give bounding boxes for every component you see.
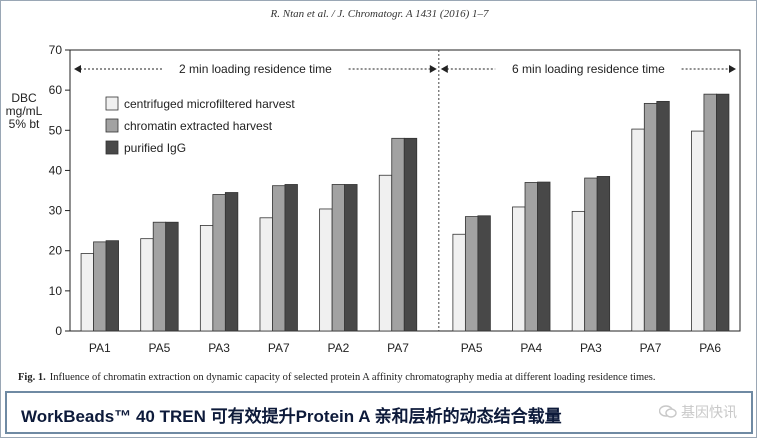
bar [259, 217, 273, 332]
x-tick-label: PA7 [640, 341, 662, 355]
legend-label: centrifuged microfiltered harvest [124, 97, 295, 111]
y-axis-label-line: 5% bt [8, 117, 40, 131]
bar [93, 241, 107, 332]
section-annotations: 2 min loading residence time 6 min loadin… [74, 50, 736, 331]
chat-bubble-icon [659, 405, 677, 418]
category-labels: PA1 PA5 PA3 PA7 PA2 PA7 PA5 PA4 PA3 PA7 PA6 [89, 341, 721, 355]
bar [584, 177, 598, 332]
bar [344, 184, 358, 332]
x-tick-label: PA6 [699, 341, 721, 355]
y-tick-label: 30 [49, 204, 63, 218]
legend-swatch [105, 140, 119, 155]
watermark-text: 基因快讯 [681, 404, 737, 420]
legend-label: chromatin extracted harvest [124, 119, 273, 133]
x-tick-label: PA1 [89, 341, 111, 355]
bar [212, 194, 226, 332]
bar [537, 181, 551, 332]
title-banner: WorkBeads™ 40 TREN 可有效提升Protein A 亲和层析的动… [5, 391, 753, 434]
bar [224, 192, 239, 332]
section-annotation: 2 min loading residence time [74, 62, 437, 76]
x-tick-label: PA3 [580, 341, 602, 355]
bar [512, 206, 526, 332]
arrow-head-right-icon [729, 65, 736, 73]
section-label: 6 min loading residence time [512, 62, 665, 76]
y-tick-label: 50 [49, 123, 63, 137]
arrow-head-left-icon [74, 65, 81, 73]
bar [165, 221, 179, 332]
bar [656, 100, 670, 332]
x-tick-label: PA7 [268, 341, 290, 355]
section-label: 2 min loading residence time [179, 62, 332, 76]
bar [284, 184, 298, 332]
figure-caption: Fig. 1. Influence of chromatin extraction… [18, 372, 655, 383]
arrow-head-right-icon [429, 65, 437, 73]
bar-chart: 0 10 20 30 40 50 60 70 PA1 PA5 PA3 PA7 PA2 PA7 PA5 PA4… [49, 43, 741, 355]
y-axis-label-line: mg/mL [5, 104, 43, 118]
bar [631, 128, 645, 332]
bar [331, 184, 346, 332]
bar [105, 240, 119, 332]
bar [524, 182, 538, 332]
x-tick-label: PA4 [520, 341, 542, 355]
bar [199, 225, 214, 332]
journal-citation: R. Ntan et al. / J. Chromatogr. A 1431 (… [270, 8, 489, 20]
bar [716, 93, 730, 332]
bar [272, 185, 286, 332]
bar [571, 210, 586, 332]
legend-swatch [105, 118, 119, 133]
caption-label: Fig. 1. [18, 372, 46, 383]
x-tick-label: PA3 [208, 341, 230, 355]
y-tick-label: 60 [49, 83, 63, 97]
bar [452, 233, 466, 332]
x-tick-label: PA7 [387, 341, 409, 355]
legend-label: purified IgG [124, 141, 186, 155]
caption-text: Influence of chromatin extraction on dyn… [49, 372, 656, 383]
y-tick-label: 0 [55, 324, 62, 338]
arrow-head-left-icon [440, 65, 448, 73]
bar [691, 130, 705, 332]
banner-title: WorkBeads™ 40 TREN 可有效提升Protein A 亲和层析的动… [21, 407, 562, 426]
bar [403, 137, 418, 332]
bar [596, 176, 611, 332]
y-tick-label: 70 [49, 43, 63, 57]
bar [477, 215, 491, 332]
y-tick-label: 20 [49, 244, 63, 258]
bar [703, 93, 717, 332]
bar [152, 221, 167, 332]
x-tick-label: PA5 [149, 341, 171, 355]
legend-item: centrifuged microfiltered harvest [105, 96, 295, 111]
bar [378, 174, 393, 332]
bar [319, 208, 333, 332]
section-annotation: 6 min loading residence time [440, 62, 736, 76]
legend-swatch [105, 96, 119, 111]
x-tick-label: PA2 [327, 341, 349, 355]
x-tick-label: PA5 [461, 341, 483, 355]
bar [464, 216, 479, 332]
y-axis-label: DBC mg/mL 5% bt [2, 92, 46, 131]
bar [140, 238, 154, 332]
y-tick-label: 10 [49, 284, 63, 298]
legend: centrifuged microfiltered harvest chromat… [105, 96, 295, 155]
watermark: 基因快讯 [659, 402, 737, 422]
bar [643, 102, 658, 332]
bar [391, 137, 405, 332]
bars [80, 93, 730, 332]
legend-item: chromatin extracted harvest [105, 118, 273, 133]
y-axis-label-line: DBC [11, 91, 37, 105]
legend-item: purified IgG [105, 140, 186, 155]
y-tick-label: 40 [49, 163, 63, 177]
bar [80, 253, 94, 332]
